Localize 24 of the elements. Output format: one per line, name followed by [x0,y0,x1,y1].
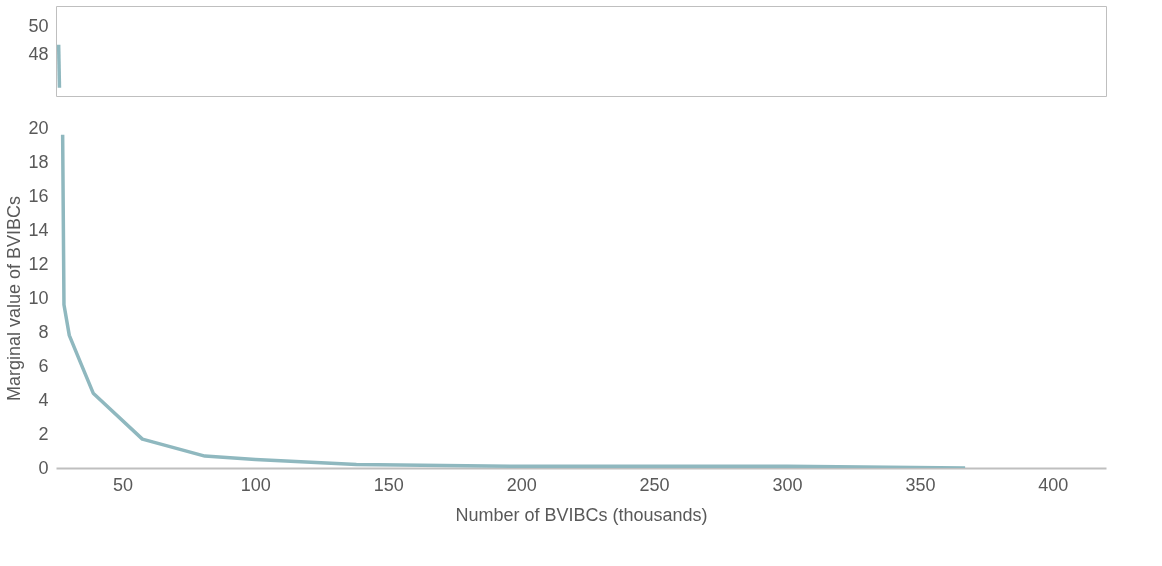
x-tick-label: 250 [639,474,670,495]
x-axis-title: Number of BVIBCs (thousands) [455,504,708,525]
line-series [60,133,967,468]
y-tick-label: 10 [28,287,49,308]
x-tick-label: 50 [112,474,133,495]
y-tick-label: 6 [38,355,49,376]
y-tick-label: 0 [38,457,49,478]
x-tick-label: 200 [506,474,537,495]
y-tick-label: 18 [28,151,49,172]
x-tick-label: 150 [373,474,404,495]
x-tick-label: 100 [240,474,271,495]
y-axis-title: Marginal value of BVIBCs [4,195,25,402]
y-tick-label: 16 [28,185,49,206]
x-tick-label: 300 [772,474,803,495]
y-tick-label: 50 [28,16,49,37]
y-tick-label: 8 [38,321,49,342]
x-tick-label: 350 [905,474,936,495]
x-tick-label: 400 [1038,474,1069,495]
y-tick-label: 4 [38,389,49,410]
y-tick-label: 48 [28,43,49,64]
y-tick-label: 20 [28,117,49,138]
y-tick-label: 14 [28,219,49,240]
y-tick-label: 12 [28,253,49,274]
y-tick-label: 2 [38,423,49,444]
